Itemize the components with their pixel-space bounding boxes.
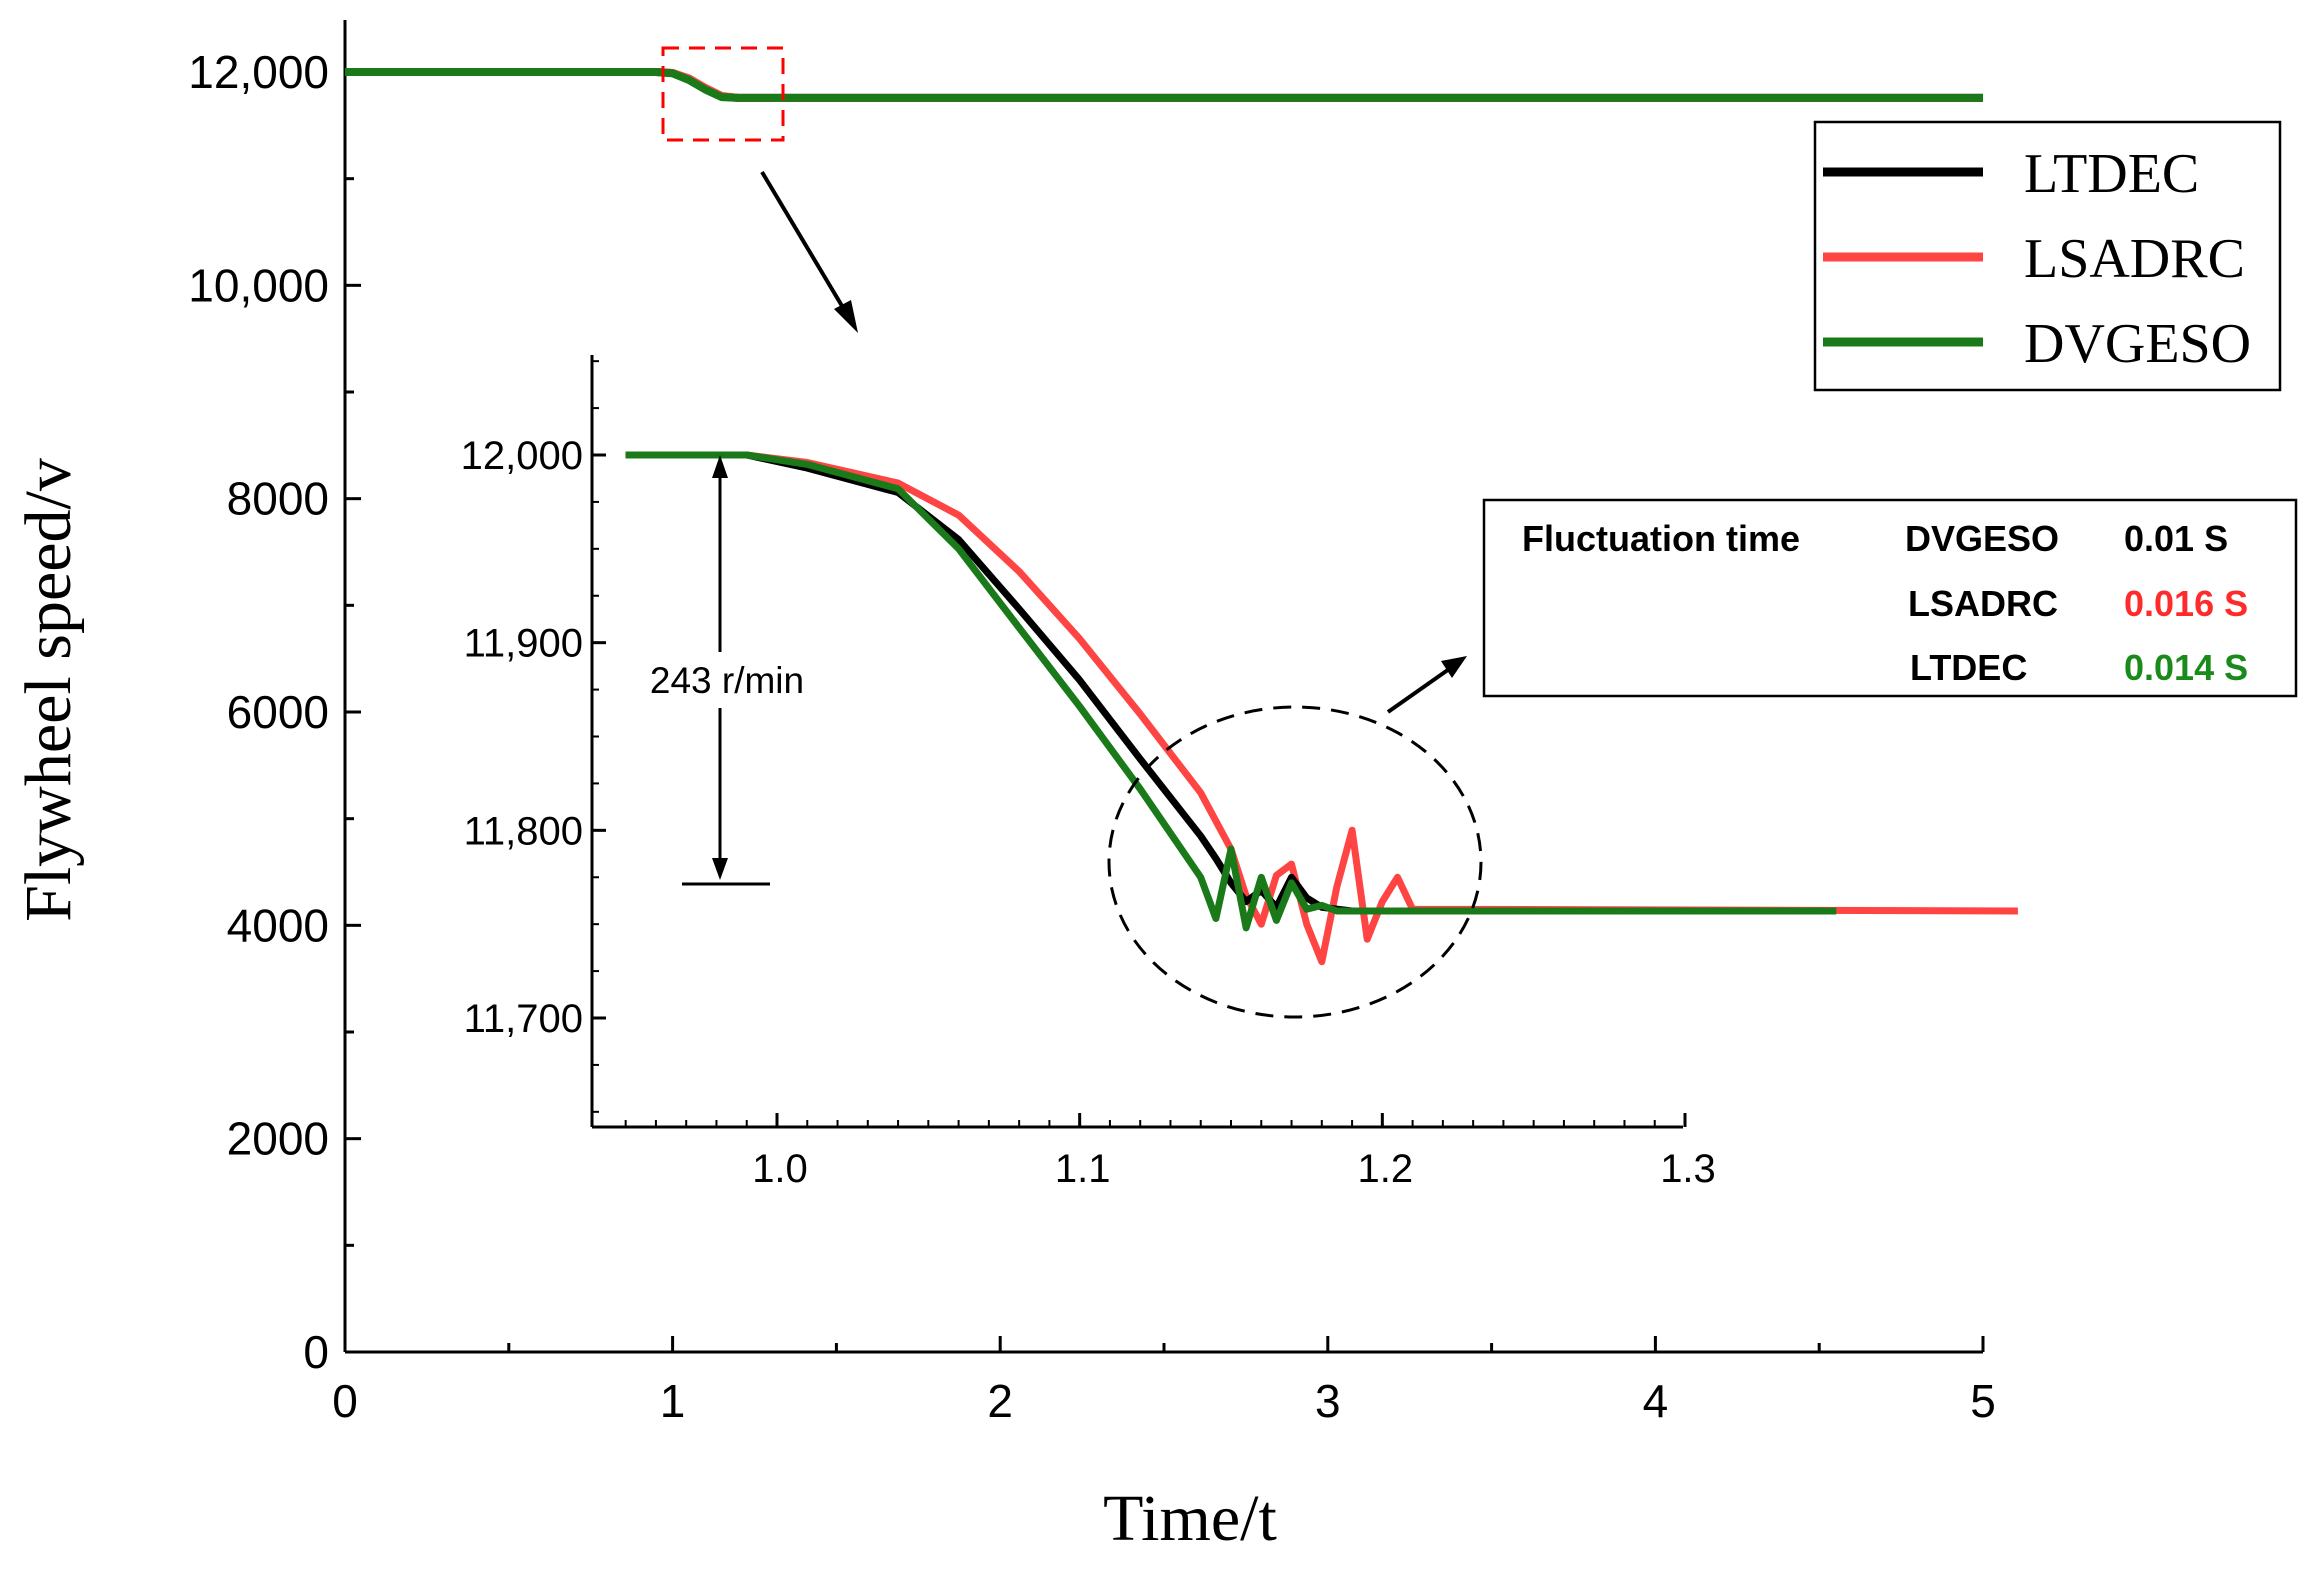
inset-y-tick-label: 11,800 (464, 809, 583, 853)
main-series (345, 68, 1983, 102)
oscillation-ellipse (1107, 705, 1483, 1019)
main-line-dvgeso (345, 68, 1983, 102)
fluctuation-table-box (1482, 498, 2298, 698)
main-tick-labels: 0 1 2 3 4 5 0 2000 4000 6000 8000 10,000 12,000 (188, 46, 1996, 1427)
fluctuation-row-2-name: LSADRC (1908, 583, 2058, 624)
x-tick-label: 1 (660, 1375, 686, 1427)
inset-x-tick-label: 1.1 (1055, 1147, 1111, 1191)
inset-line-dvgeso (625, 451, 1837, 932)
legend-label-ltdec: LTDEC (2024, 143, 2199, 205)
legend-items: LTDEC LSADRC DVGESO (1823, 143, 2251, 375)
legend: LTDEC LSADRC DVGESO (1813, 120, 2282, 392)
fluctuation-row-1-name: DVGESO (1905, 518, 2059, 559)
fluctuation-row-2-value: 0.016 S (2124, 583, 2248, 624)
inset-y-tick-label: 12,000 (461, 434, 583, 478)
x-tick-label: 5 (1970, 1375, 1996, 1427)
x-tick-label: 0 (332, 1375, 358, 1427)
y-tick-label: 8000 (227, 473, 329, 525)
y-tick-label: 10,000 (188, 259, 329, 311)
inset-chart: 1.0 1.1 1.2 1.3 11,700 11,800 11,900 12,000 243… (461, 355, 2018, 1191)
zoom-arrow-line (760, 170, 850, 318)
fluctuation-row-3-value: 0.014 S (2124, 647, 2248, 688)
x-tick-label: 2 (987, 1375, 1013, 1427)
annotation-arrow-down (712, 858, 728, 880)
y-tick-label: 12,000 (188, 46, 329, 98)
main-ticks (343, 70, 1985, 1354)
fluctuation-row-3-name: LTDEC (1910, 647, 2027, 688)
annotation-label: 243 r/min (650, 660, 804, 701)
ellipse-arrow-head (1441, 656, 1467, 678)
legend-label-dvgeso: DVGESO (2024, 313, 2251, 375)
zoom-arrow-head (834, 300, 858, 333)
inset-tick-labels: 1.0 1.1 1.2 1.3 11,700 11,800 11,900 12,000 (461, 434, 1716, 1191)
x-tick-label: 4 (1643, 1375, 1669, 1427)
inset-x-tick-label: 1.3 (1660, 1147, 1716, 1191)
fluctuation-row-1-value: 0.01 S (2124, 518, 2228, 559)
ellipse-arrow-line (1386, 665, 1454, 714)
annotation-arrow-up (712, 455, 728, 478)
y-tick-label: 6000 (227, 686, 329, 738)
y-tick-label: 2000 (227, 1113, 329, 1165)
y-tick-label: 4000 (227, 899, 329, 951)
zoom-box (661, 46, 785, 142)
inset-x-tick-label: 1.2 (1358, 1147, 1414, 1191)
y-axis-title: Flywheel speed/v (12, 458, 85, 922)
inset-x-tick-label: 1.0 (752, 1147, 808, 1191)
y-tick-label: 0 (303, 1326, 329, 1378)
inset-y-tick-label: 11,700 (464, 997, 583, 1041)
x-axis-title: Time/t (1103, 1482, 1277, 1555)
fluctuation-table: Fluctuation time DVGESO 0.01 S LSADRC 0.… (1482, 498, 2298, 698)
inset-line-lsadrc (625, 451, 2018, 966)
x-tick-label: 3 (1315, 1375, 1341, 1427)
fluctuation-table-header: Fluctuation time (1522, 518, 1800, 559)
legend-label-lsadrc: LSADRC (2024, 228, 2245, 290)
inset-series (625, 451, 2018, 966)
inset-y-tick-label: 11,900 (464, 622, 583, 666)
inset-ticks (592, 360, 1687, 1127)
